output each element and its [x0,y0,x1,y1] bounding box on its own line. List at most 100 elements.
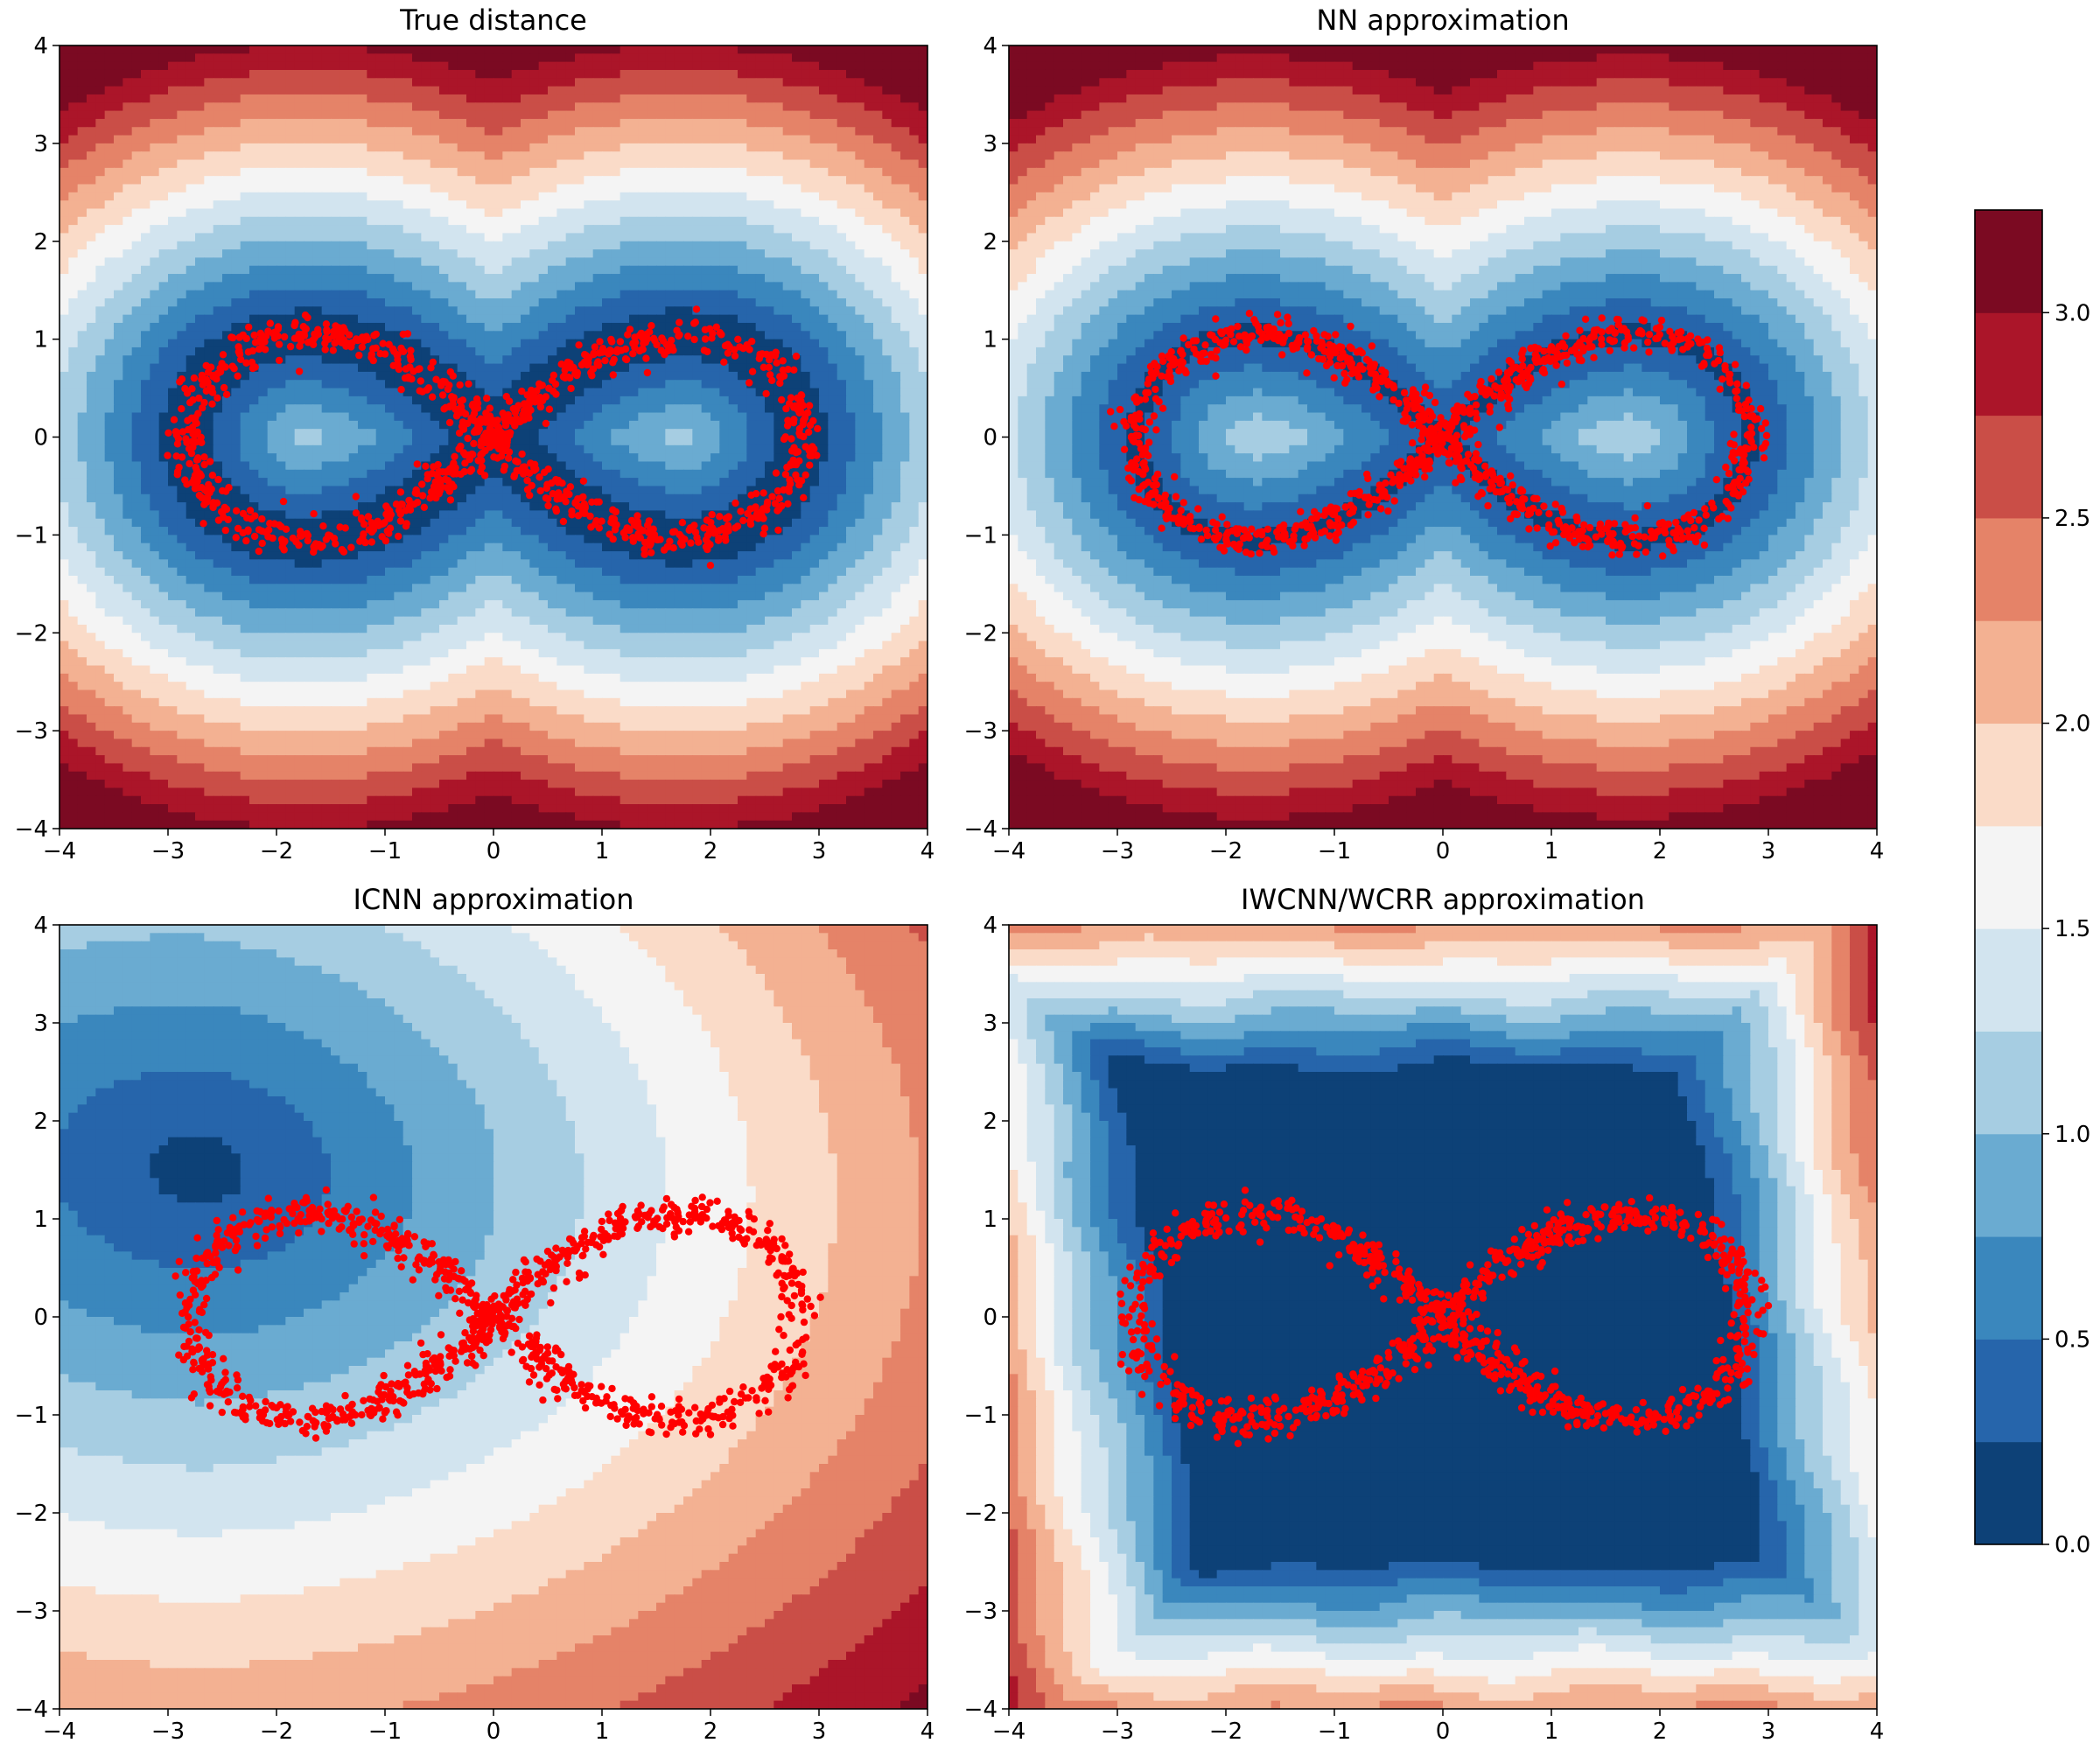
x-axis-ticks-icnn-approximation: −4 −3 −2 −1 0 1 2 3 4 [43,1709,934,1745]
scatter-point [1344,1381,1352,1389]
scatter-point [1682,1222,1690,1229]
scatter-point [1600,1424,1608,1432]
scatter-point [220,513,228,522]
scatter-point [776,373,784,381]
scatter-point [1297,508,1305,515]
scatter-point [1320,511,1328,519]
scatter-point [1700,1390,1708,1398]
scatter-point [746,379,753,387]
scatter-point [1647,534,1656,542]
scatter-point [764,1239,773,1247]
x-tick-label: −1 [368,1718,402,1745]
scatter-point [444,385,452,394]
scatter-point [1258,330,1266,338]
scatter-point [322,1186,331,1194]
scatter-point [710,526,718,534]
scatter-point [1394,1337,1403,1345]
x-tick-label: −1 [1318,1718,1351,1745]
scatter-point [1338,1397,1347,1405]
scatter-point [669,544,677,552]
scatter-point [192,1254,200,1263]
colorbar-tick-label: 1.5 [2054,916,2090,942]
scatter-point [445,1352,453,1361]
scatter-point [328,1214,337,1222]
scatter-point [553,1386,561,1395]
scatter-point [1472,1279,1480,1287]
x-tick-label: 2 [1653,1718,1668,1745]
scatter-point [428,1258,437,1266]
scatter-point [551,380,560,388]
scatter-point [1145,1277,1153,1284]
scatter-point [1335,1251,1343,1259]
scatter-point [626,1396,634,1404]
scatter-point [410,1233,419,1241]
scatter-point [581,1271,589,1279]
x-tick-label: −2 [260,838,293,864]
scatter-point [379,1415,387,1423]
scatter-point [1622,328,1631,336]
scatter-point [1505,499,1514,507]
scatter-point [202,387,210,395]
scatter-point [1415,422,1423,430]
scatter-point [1583,535,1591,542]
scatter-point [1208,1210,1216,1218]
scatter-point [1396,480,1404,487]
scatter-point [188,438,196,445]
scatter-point [560,1367,568,1375]
scatter-point [1306,1407,1314,1415]
scatter-point [1758,444,1767,452]
scatter-point [382,536,390,545]
scatter-point [748,338,756,346]
scatter-point [446,496,455,504]
y-tick-label: 4 [33,913,48,939]
scatter-point [781,1242,789,1250]
scatter-point [1326,1262,1334,1270]
scatter-point [1149,1229,1158,1237]
scatter-point [1349,518,1358,527]
scatter-point [806,421,815,430]
colorbar-band [1975,517,2042,621]
scatter-point [1229,338,1238,346]
scatter-point [206,1388,214,1396]
scatter-point [1709,1233,1718,1241]
scatter-point [675,1395,683,1404]
scatter-point [734,335,742,343]
y-tick-label: −4 [15,816,48,843]
scatter-point [252,1232,260,1241]
scatter-point [1733,1255,1742,1264]
scatter-point [448,393,456,401]
y-tick-label: 1 [33,327,48,354]
scatter-point [1668,346,1676,354]
scatter-point [164,452,172,459]
scatter-point [1687,340,1695,347]
scatter-point [1735,1298,1743,1306]
scatter-point [568,511,576,519]
scatter-point [455,1287,464,1296]
scatter-point [464,1298,472,1307]
scatter-point [262,1226,270,1234]
scatter-point [1222,531,1231,539]
scatter-point [1498,487,1506,495]
scatter-point [258,539,266,548]
scatter-point [1382,368,1390,376]
scatter-point [1700,541,1709,550]
scatter-point [192,419,200,427]
scatter-point [575,1269,584,1278]
scatter-point [1710,504,1718,512]
scatter-point [773,1271,780,1279]
scatter-point [549,1357,556,1365]
scatter-point [572,1245,581,1253]
scatter-point [1465,1340,1474,1348]
scatter-point [701,326,710,333]
scatter-point [1594,1235,1602,1242]
scatter-point [446,1366,454,1374]
scatter-point [522,468,530,476]
scatter-point [1528,1394,1536,1402]
scatter-point [1256,550,1264,557]
scatter-point [1117,1313,1126,1321]
scatter-point [702,536,710,544]
scatter-point [1538,1258,1546,1267]
scatter-point [1358,1396,1366,1404]
scatter-point [1466,410,1474,417]
scatter-point [195,1326,203,1334]
